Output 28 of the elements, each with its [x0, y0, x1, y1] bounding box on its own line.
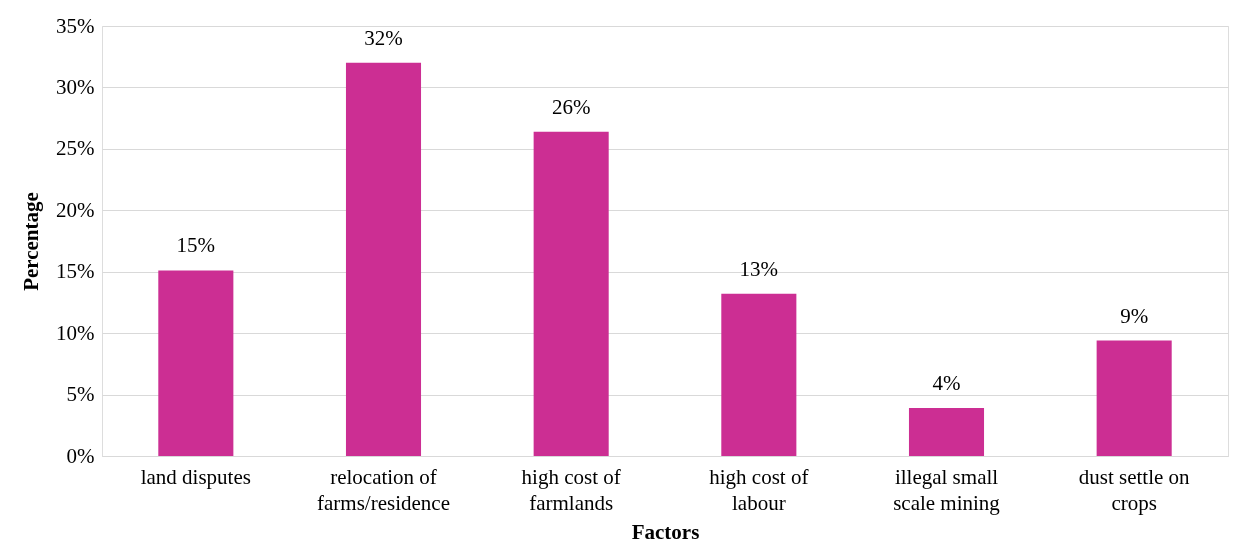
x-tick-label: high cost of labour	[709, 464, 809, 515]
y-axis-title: Percentage	[19, 192, 44, 291]
bar	[908, 408, 985, 456]
data-label: 9%	[1120, 303, 1149, 328]
data-label: 32%	[364, 25, 403, 50]
y-tick-label: 35%	[56, 13, 95, 38]
y-tick-label: 20%	[56, 197, 95, 222]
y-tick-label: 15%	[56, 259, 95, 284]
bar	[533, 131, 609, 456]
data-label: 4%	[932, 371, 961, 396]
bar	[721, 293, 797, 456]
y-tick-label: 5%	[66, 382, 95, 407]
bar	[158, 270, 234, 456]
data-label: 13%	[739, 256, 779, 281]
y-tick-label: 10%	[56, 320, 95, 345]
x-tick-label: high cost of farmlands	[521, 464, 621, 515]
x-tick-label: relocation of farms/residence	[317, 464, 450, 515]
bar	[345, 62, 422, 456]
bar	[1096, 340, 1172, 456]
data-label: 15%	[176, 233, 216, 258]
x-tick-label: land disputes	[140, 464, 251, 489]
x-tick-label: illegal small scale mining	[893, 464, 1001, 515]
data-label: 26%	[551, 94, 591, 119]
y-tick-label: 25%	[56, 136, 95, 161]
x-tick-label: dust settle on crops	[1078, 464, 1191, 515]
y-tick-label: 30%	[56, 74, 95, 99]
x-axis-title: Factors	[631, 519, 700, 544]
y-tick-label: 0%	[66, 443, 95, 468]
